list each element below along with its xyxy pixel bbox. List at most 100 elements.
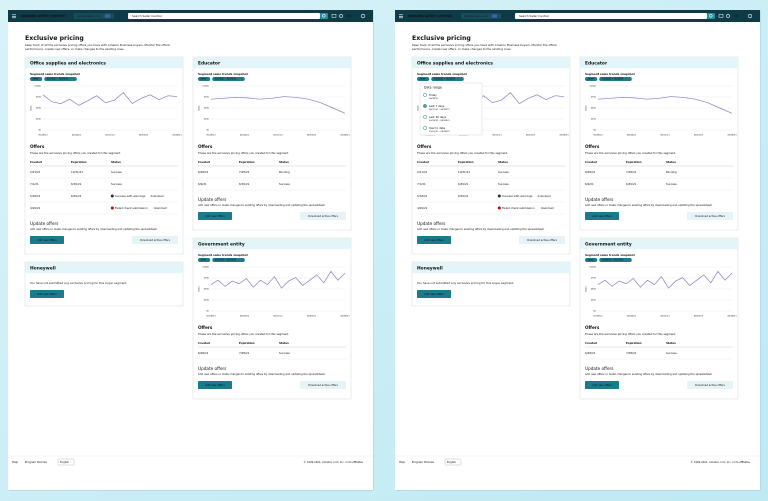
search-box[interactable]: [515, 13, 707, 19]
dropdown-option[interactable]: Last 7 days: [429, 104, 445, 108]
language-select-label[interactable]: English: [447, 460, 456, 464]
primary-button-label[interactable]: Add new offers: [205, 214, 225, 218]
filter-chip[interactable]: [30, 77, 43, 81]
secondary-button[interactable]: [132, 236, 178, 244]
filter-chip-label[interactable]: 05/28/21 - 06/28/21: [215, 259, 237, 262]
footer-link[interactable]: Help: [399, 460, 405, 464]
created-date: 5/18/21: [30, 194, 41, 198]
menu-icon[interactable]: [12, 14, 16, 16]
settings-icon[interactable]: [726, 14, 730, 18]
primary-button[interactable]: [417, 290, 451, 298]
primary-button[interactable]: [30, 290, 64, 298]
filter-chip-label[interactable]: Sales: [201, 259, 208, 262]
download-link[interactable]: download: [541, 206, 554, 210]
menu-icon[interactable]: [12, 17, 16, 19]
filter-chip-label[interactable]: Sales: [33, 78, 40, 81]
filter-chip[interactable]: [417, 77, 430, 81]
secondary-button-label[interactable]: Download active offers: [695, 214, 725, 218]
filter-chip[interactable]: [212, 77, 245, 81]
secondary-button[interactable]: [519, 236, 565, 244]
dropdown-title: Date range: [424, 86, 442, 90]
footer-link[interactable]: Program Policies: [25, 460, 48, 464]
footer-link[interactable]: Help: [12, 460, 18, 464]
search-button[interactable]: [320, 13, 328, 19]
search-box[interactable]: [128, 13, 320, 19]
filter-chip-label[interactable]: 05/28/21 - 06/28/21: [434, 78, 456, 81]
primary-button-label[interactable]: Add new offers: [205, 383, 225, 387]
secondary-button-label[interactable]: Download active offers: [140, 238, 170, 242]
primary-button-label[interactable]: Add new offers: [592, 214, 612, 218]
filter-chip-label[interactable]: Sales: [588, 78, 595, 81]
language[interactable]: EN: [347, 14, 351, 18]
filter-chip[interactable]: [198, 258, 211, 262]
language-select-label[interactable]: English: [60, 460, 69, 464]
filter-chip-label[interactable]: 05/28/21 - 06/28/21: [47, 78, 69, 81]
settings-icon[interactable]: [339, 14, 343, 18]
download-link[interactable]: download: [151, 194, 164, 198]
primary-button[interactable]: [198, 381, 232, 389]
primary-button-label[interactable]: Add new offers: [37, 292, 57, 296]
dropdown-option[interactable]: Last 30 days: [429, 115, 447, 119]
menu-icon[interactable]: [399, 16, 403, 17]
filter-chip[interactable]: [198, 77, 211, 81]
help-icon[interactable]: [360, 13, 366, 19]
language-select[interactable]: [57, 458, 75, 466]
mail-icon[interactable]: [331, 14, 337, 18]
radio-button[interactable]: [423, 115, 427, 119]
secondary-button[interactable]: [687, 381, 733, 389]
secondary-button-label[interactable]: Download active offers: [308, 214, 338, 218]
filter-chip[interactable]: [44, 77, 77, 81]
filter-chip-label[interactable]: Sales: [588, 259, 595, 262]
dropdown-option[interactable]: Today: [428, 93, 437, 97]
filter-chip-label[interactable]: 05/28/21 - 06/28/21: [602, 259, 624, 262]
primary-button[interactable]: [585, 381, 619, 389]
secondary-button-label[interactable]: Download active offers: [527, 238, 557, 242]
footer-link[interactable]: Program Policies: [412, 460, 435, 464]
secondary-button[interactable]: [300, 212, 346, 220]
filter-chip-label[interactable]: Sales: [420, 78, 427, 81]
filter-chip[interactable]: [585, 258, 598, 262]
secondary-button[interactable]: [687, 212, 733, 220]
filter-chip-label[interactable]: Sales: [201, 78, 208, 81]
primary-button-label[interactable]: Add new offers: [424, 238, 444, 242]
filter-chip-label[interactable]: 05/28/21 - 06/28/21: [215, 78, 237, 81]
download-link[interactable]: download: [154, 206, 167, 210]
dropdown-option[interactable]: Year to date: [429, 126, 446, 130]
menu-icon[interactable]: [399, 17, 403, 19]
mail-icon[interactable]: [718, 14, 724, 18]
filter-chip[interactable]: [212, 258, 245, 262]
language[interactable]: EN: [734, 14, 738, 18]
account-box[interactable]: [461, 13, 501, 19]
primary-button[interactable]: [30, 236, 64, 244]
x-tick-label: 05/28/21: [425, 135, 435, 137]
search-button[interactable]: [707, 13, 715, 19]
radio-button[interactable]: [423, 93, 427, 97]
primary-button[interactable]: [585, 212, 619, 220]
primary-button[interactable]: [417, 236, 451, 244]
account[interactable]: bob@amazon.com: [464, 14, 489, 18]
menu-icon[interactable]: [399, 14, 403, 16]
primary-button-label[interactable]: Add new offers: [592, 383, 612, 387]
secondary-button-label[interactable]: Download active offers: [695, 383, 725, 387]
filter-chip[interactable]: [585, 77, 598, 81]
secondary-button[interactable]: [300, 381, 346, 389]
language-select[interactable]: [444, 458, 462, 466]
filter-chip[interactable]: [431, 77, 464, 81]
help-icon[interactable]: [747, 13, 753, 19]
chart-subtitle: Segment sales trends snapshot: [198, 253, 248, 257]
filter-chip[interactable]: [599, 77, 632, 81]
primary-button-label[interactable]: Add new offers: [37, 238, 57, 242]
menu-icon[interactable]: [12, 16, 16, 17]
download-link[interactable]: download: [538, 194, 551, 198]
card: Educator Segment sales trends snapshot Sal…: [579, 56, 739, 231]
filter-chip[interactable]: [599, 258, 632, 262]
filter-chip-label[interactable]: 05/28/21 - 06/28/21: [602, 78, 624, 81]
y-tick-label: $0: [593, 129, 596, 132]
primary-button[interactable]: [198, 212, 232, 220]
secondary-button-label[interactable]: Download active offers: [308, 383, 338, 387]
primary-button-label[interactable]: Add new offers: [424, 292, 444, 296]
account-box[interactable]: [74, 13, 114, 19]
account[interactable]: bob@amazon.com: [77, 14, 102, 18]
expiration-date: 6/30/21: [71, 194, 82, 198]
radio-button[interactable]: [423, 126, 427, 130]
